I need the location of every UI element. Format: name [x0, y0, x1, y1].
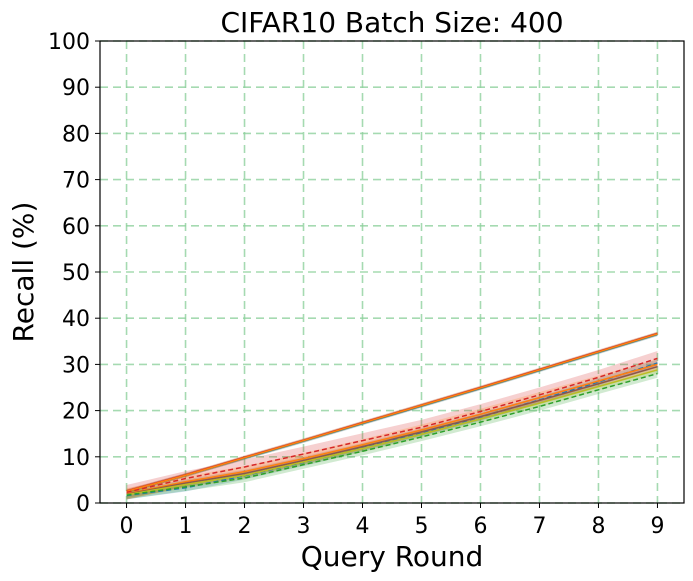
- x-axis-label: Query Round: [301, 540, 484, 573]
- x-tick-label: 7: [532, 514, 546, 539]
- y-axis-label: Recall (%): [7, 202, 40, 343]
- series-band-4: [126, 351, 658, 500]
- series-line-9: [126, 372, 658, 496]
- y-tick-label: 100: [48, 30, 90, 55]
- x-tick-label: 8: [591, 514, 605, 539]
- x-tick-label: 0: [120, 514, 134, 539]
- x-tick-label: 3: [297, 514, 311, 539]
- series-band-9: [126, 369, 658, 500]
- x-tick-label: 4: [356, 514, 370, 539]
- x-tick-label: 2: [238, 514, 252, 539]
- series-lines: [126, 332, 658, 497]
- series-line-6: [126, 363, 658, 495]
- y-tick-label: 60: [62, 215, 90, 240]
- y-tick-label: 30: [62, 353, 90, 378]
- chart-title: CIFAR10 Batch Size: 400: [220, 6, 563, 39]
- series-line-8: [126, 369, 658, 496]
- y-tick-label: 90: [62, 76, 90, 101]
- x-tick-label: 6: [473, 514, 487, 539]
- y-tick-label: 80: [62, 122, 90, 147]
- y-tick-label: 0: [76, 492, 90, 517]
- series-band-6: [126, 358, 658, 500]
- plot-frame: [99, 40, 685, 504]
- y-tick-label: 70: [62, 169, 90, 194]
- y-tick-label: 20: [62, 400, 90, 425]
- series-line-7: [126, 365, 658, 495]
- y-tick-label: 40: [62, 307, 90, 332]
- series-line-3: [126, 333, 658, 493]
- y-tick-label: 10: [62, 446, 90, 471]
- x-tick-label: 5: [414, 514, 428, 539]
- y-tick-label: 50: [62, 261, 90, 286]
- x-tick-label: 9: [650, 514, 664, 539]
- series-line-4: [126, 357, 658, 494]
- x-tick-label: 1: [179, 514, 193, 539]
